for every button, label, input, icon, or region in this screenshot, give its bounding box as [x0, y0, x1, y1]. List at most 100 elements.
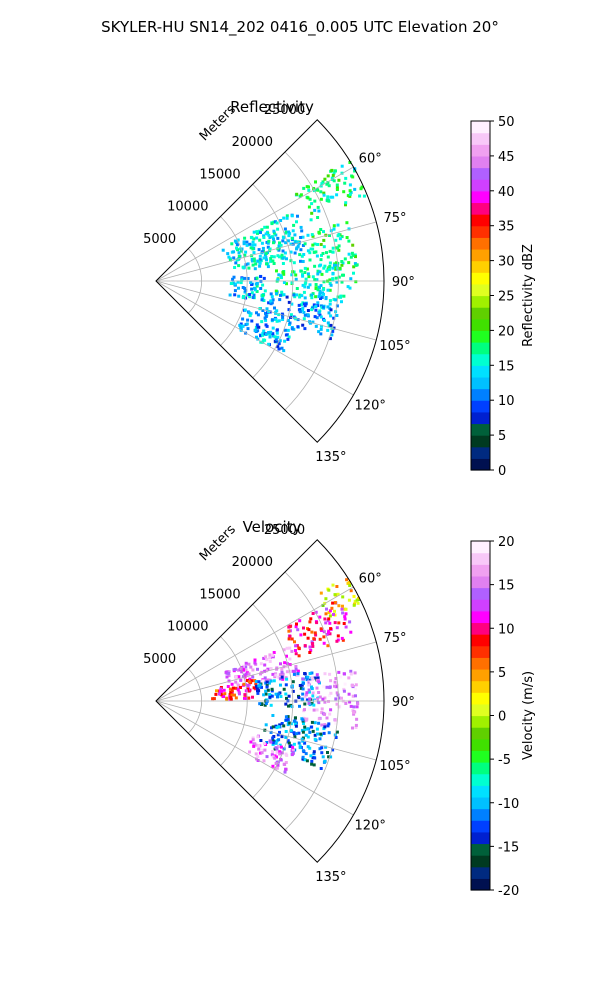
echo-pixel	[270, 318, 274, 322]
echo-pixel	[347, 261, 351, 265]
echo-pixel	[212, 697, 216, 701]
echo-pixel	[267, 239, 271, 243]
echo-pixel	[288, 657, 292, 661]
echo-pixel	[319, 767, 323, 770]
echo-pixel	[270, 255, 274, 258]
echo-pixel	[343, 615, 347, 619]
echo-pixel	[307, 205, 311, 209]
echo-pixel	[332, 171, 336, 175]
echo-pixel	[241, 324, 245, 328]
echo-pixel	[302, 626, 305, 630]
echo-pixel	[301, 739, 305, 743]
echo-pixel	[348, 161, 352, 164]
echo-pixel	[268, 335, 272, 339]
colorbar-label: Reflectivity dBZ	[521, 244, 536, 347]
echo-pixel	[263, 703, 267, 707]
echo-pixel	[296, 669, 300, 673]
echo-pixel	[252, 237, 256, 241]
echo-pixel	[290, 281, 294, 285]
echo-pixel	[285, 257, 288, 261]
echo-pixel	[335, 314, 339, 317]
echo-pixel	[323, 759, 327, 763]
echo-pixel	[233, 282, 237, 286]
echo-pixel	[290, 753, 294, 757]
echo-pixel	[333, 621, 337, 625]
echo-pixel	[316, 697, 319, 701]
echo-pixel	[211, 697, 215, 701]
echo-pixel	[320, 324, 323, 328]
echo-pixel	[349, 704, 353, 708]
echo-pixel	[275, 750, 279, 754]
echo-pixel	[299, 248, 303, 252]
echo-pixel	[308, 746, 312, 750]
echo-pixel	[280, 346, 284, 350]
echo-pixel	[278, 752, 282, 756]
echo-pixel	[311, 275, 315, 279]
colorbar-swatch	[471, 750, 490, 763]
echo-pixel	[250, 291, 254, 295]
echo-pixel	[292, 293, 296, 297]
echo-pixel	[308, 620, 312, 624]
echo-pixel	[333, 601, 337, 605]
echo-pixel	[318, 747, 322, 751]
echo-pixel	[277, 745, 280, 748]
echo-pixel	[322, 287, 325, 291]
echo-pixel	[316, 304, 320, 307]
azimuth-gridline	[155, 221, 377, 282]
echo-pixel	[308, 251, 312, 255]
echo-pixel	[274, 692, 278, 696]
echo-pixel	[264, 256, 268, 260]
azimuth-gridline	[155, 280, 377, 341]
echo-pixel	[283, 251, 287, 255]
echo-pixel	[284, 241, 288, 245]
echo-pixel	[243, 693, 247, 697]
echo-pixel	[281, 672, 285, 676]
azimuth-gridline	[155, 700, 354, 816]
echo-pixel	[250, 236, 254, 240]
echo-pixel	[259, 739, 263, 742]
echo-pixel	[232, 668, 236, 672]
echo-pixel	[271, 326, 275, 330]
echo-pixel	[265, 755, 269, 759]
echo-pixel	[258, 264, 262, 268]
echo-pixel	[271, 235, 275, 239]
echo-pixel	[243, 236, 247, 240]
echo-pixel	[266, 232, 270, 235]
echo-pixel	[223, 692, 227, 696]
echo-pixel	[314, 250, 318, 254]
echo-pixel	[327, 631, 330, 634]
echo-pixel	[264, 318, 268, 322]
echo-pixel	[268, 739, 272, 743]
echo-pixel	[259, 287, 263, 290]
echo-pixel	[301, 260, 305, 263]
echo-pixel	[318, 270, 322, 274]
echo-pixel	[328, 672, 332, 676]
echo-pixel	[227, 255, 231, 259]
echo-pixel	[276, 733, 280, 737]
angle-tick-label: 60°	[359, 571, 382, 586]
echo-pixel	[215, 689, 218, 693]
echo-pixel	[255, 276, 259, 280]
echo-pixel	[261, 331, 265, 335]
echo-pixel	[353, 262, 357, 266]
echo-pixel	[310, 671, 314, 675]
echo-pixel	[231, 281, 235, 285]
echo-pixel	[286, 239, 290, 243]
echo-pixel	[286, 739, 290, 743]
echo-pixel	[265, 685, 269, 689]
echo-pixel	[313, 242, 317, 246]
colorbar-swatch	[471, 808, 490, 821]
echo-pixel	[319, 190, 323, 194]
echo-pixel	[335, 639, 339, 643]
echo-pixel	[321, 755, 325, 759]
echo-pixel	[349, 630, 353, 634]
echo-pixel	[230, 242, 234, 246]
echo-pixel	[318, 737, 322, 741]
echo-pixel	[309, 754, 313, 758]
echo-pixel	[306, 735, 310, 739]
echo-pixel	[281, 262, 285, 265]
echo-pixel	[315, 686, 319, 690]
echo-pixel	[292, 731, 296, 735]
echo-pixel	[342, 689, 346, 693]
echo-pixel	[315, 708, 319, 712]
